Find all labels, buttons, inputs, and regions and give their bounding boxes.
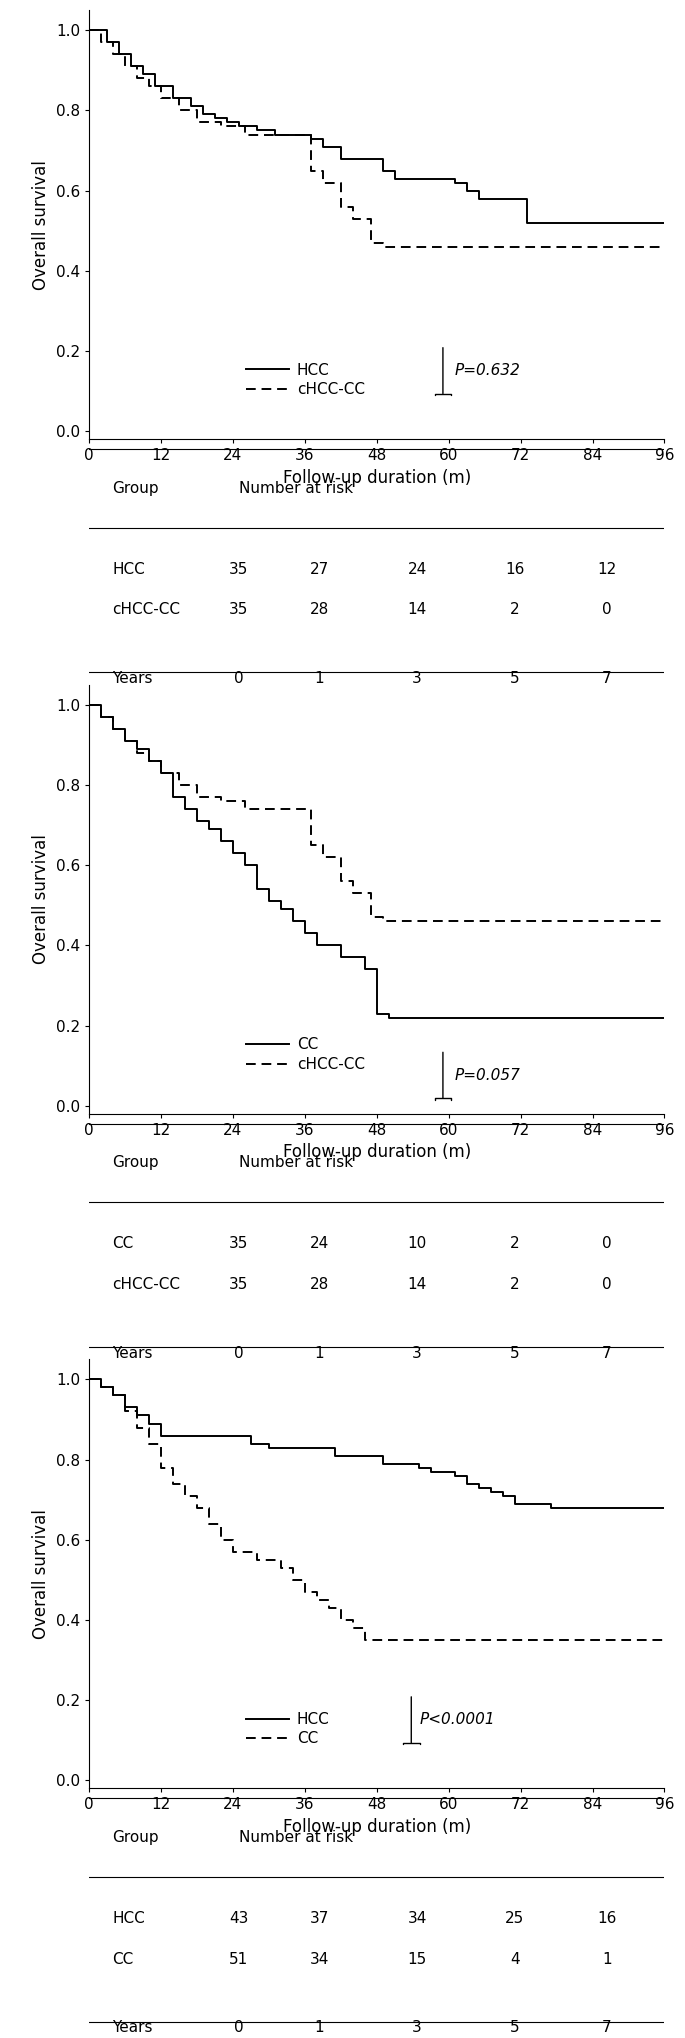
Text: HCC: HCC bbox=[112, 1912, 145, 1926]
Y-axis label: Overall survival: Overall survival bbox=[32, 834, 50, 964]
X-axis label: Follow-up duration (m): Follow-up duration (m) bbox=[283, 469, 471, 487]
Text: 43: 43 bbox=[229, 1912, 249, 1926]
Legend: CC, cHCC-CC: CC, cHCC-CC bbox=[247, 1037, 364, 1072]
Text: 0: 0 bbox=[234, 671, 243, 687]
Text: 35: 35 bbox=[229, 562, 249, 577]
Y-axis label: Overall survival: Overall survival bbox=[32, 159, 50, 289]
Text: 1: 1 bbox=[314, 2020, 324, 2036]
Text: Number at risk: Number at risk bbox=[238, 481, 353, 495]
Text: 16: 16 bbox=[505, 562, 525, 577]
Text: 1: 1 bbox=[314, 1345, 324, 1361]
Text: 1: 1 bbox=[314, 671, 324, 687]
Text: P=0.632: P=0.632 bbox=[454, 363, 521, 379]
Text: CC: CC bbox=[112, 1952, 134, 1967]
Text: 51: 51 bbox=[229, 1952, 248, 1967]
X-axis label: Follow-up duration (m): Follow-up duration (m) bbox=[283, 1818, 471, 1836]
Text: 0: 0 bbox=[602, 603, 612, 618]
Text: 7: 7 bbox=[602, 671, 612, 687]
Text: Group: Group bbox=[112, 1830, 159, 1844]
Legend: HCC, CC: HCC, CC bbox=[247, 1712, 329, 1747]
Text: 3: 3 bbox=[412, 671, 422, 687]
Text: 28: 28 bbox=[310, 603, 329, 618]
Text: P<0.0001: P<0.0001 bbox=[420, 1712, 495, 1728]
Text: 2: 2 bbox=[510, 1237, 520, 1251]
Text: 14: 14 bbox=[408, 1278, 427, 1292]
Text: Years: Years bbox=[112, 671, 153, 687]
Text: 24: 24 bbox=[310, 1237, 329, 1251]
Text: 2: 2 bbox=[510, 1278, 520, 1292]
Text: 28: 28 bbox=[310, 1278, 329, 1292]
Text: Number at risk: Number at risk bbox=[238, 1156, 353, 1170]
Text: 7: 7 bbox=[602, 1345, 612, 1361]
Text: HCC: HCC bbox=[112, 562, 145, 577]
X-axis label: Follow-up duration (m): Follow-up duration (m) bbox=[283, 1143, 471, 1162]
Text: 14: 14 bbox=[408, 603, 427, 618]
Text: cHCC-CC: cHCC-CC bbox=[112, 603, 180, 618]
Text: Years: Years bbox=[112, 1345, 153, 1361]
Text: 37: 37 bbox=[310, 1912, 329, 1926]
Text: 5: 5 bbox=[510, 1345, 520, 1361]
Text: 4: 4 bbox=[510, 1952, 520, 1967]
Text: 34: 34 bbox=[408, 1912, 427, 1926]
Text: 7: 7 bbox=[602, 2020, 612, 2036]
Text: 16: 16 bbox=[597, 1912, 617, 1926]
Text: Group: Group bbox=[112, 1156, 159, 1170]
Text: 0: 0 bbox=[602, 1237, 612, 1251]
Text: 34: 34 bbox=[310, 1952, 329, 1967]
Text: Years: Years bbox=[112, 2020, 153, 2036]
Text: cHCC-CC: cHCC-CC bbox=[112, 1278, 180, 1292]
Text: 35: 35 bbox=[229, 1278, 249, 1292]
Text: P=0.057: P=0.057 bbox=[454, 1068, 521, 1082]
Text: 5: 5 bbox=[510, 2020, 520, 2036]
Text: 27: 27 bbox=[310, 562, 329, 577]
Text: 0: 0 bbox=[234, 2020, 243, 2036]
Text: 24: 24 bbox=[408, 562, 427, 577]
Text: 15: 15 bbox=[408, 1952, 427, 1967]
Text: 3: 3 bbox=[412, 2020, 422, 2036]
Text: 35: 35 bbox=[229, 1237, 249, 1251]
Text: Number at risk: Number at risk bbox=[238, 1830, 353, 1844]
Text: 10: 10 bbox=[408, 1237, 427, 1251]
Text: 12: 12 bbox=[597, 562, 617, 577]
Text: 35: 35 bbox=[229, 603, 249, 618]
Text: 5: 5 bbox=[510, 671, 520, 687]
Text: 1: 1 bbox=[602, 1952, 612, 1967]
Y-axis label: Overall survival: Overall survival bbox=[32, 1508, 50, 1639]
Text: 2: 2 bbox=[510, 603, 520, 618]
Text: Group: Group bbox=[112, 481, 159, 495]
Text: 25: 25 bbox=[506, 1912, 525, 1926]
Text: 3: 3 bbox=[412, 1345, 422, 1361]
Legend: HCC, cHCC-CC: HCC, cHCC-CC bbox=[247, 363, 364, 397]
Text: 0: 0 bbox=[234, 1345, 243, 1361]
Text: CC: CC bbox=[112, 1237, 134, 1251]
Text: 0: 0 bbox=[602, 1278, 612, 1292]
